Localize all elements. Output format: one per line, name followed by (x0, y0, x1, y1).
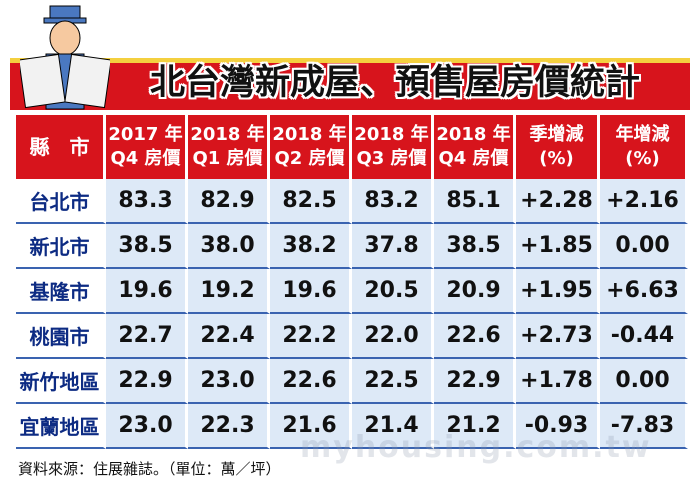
table-row: 基隆市 19.6 19.2 19.6 20.5 20.9 +1.95 +6.63 (16, 269, 688, 314)
value-cell: +2.28 (516, 179, 600, 224)
value-cell: 82.5 (270, 179, 352, 224)
region-cell: 新北市 (16, 224, 106, 269)
header-text: Q4 房價 (110, 148, 181, 169)
header-cell: 2018 年 Q2 房價 (270, 115, 352, 179)
value-cell: 23.0 (188, 359, 270, 404)
value-cell: +1.95 (516, 269, 600, 314)
value-cell: +2.16 (600, 179, 688, 224)
value-cell: 20.9 (434, 269, 516, 314)
value-cell: 21.6 (270, 404, 352, 449)
header-text: 2017 年 (108, 124, 183, 145)
region-cell: 宜蘭地區 (16, 404, 106, 449)
title: 北台灣新成屋、預售屋房價統計 (149, 63, 640, 103)
table-row: 宜蘭地區 23.0 22.3 21.6 21.4 21.2 -0.93 -7.83 (16, 404, 688, 449)
header-text: 2018 年 (354, 124, 429, 145)
value-cell: 20.5 (352, 269, 434, 314)
value-cell: 23.0 (106, 404, 188, 449)
value-cell: +2.73 (516, 314, 600, 359)
source-note: 資料來源：住展雜誌。（單位：萬／坪） (18, 460, 281, 478)
value-cell: 22.5 (352, 359, 434, 404)
value-cell: -0.93 (516, 404, 600, 449)
header-text: 2018 年 (272, 124, 347, 145)
value-cell: 22.6 (270, 359, 352, 404)
header-text: (%) (539, 148, 574, 169)
value-cell: 22.7 (106, 314, 188, 359)
region-cell: 基隆市 (16, 269, 106, 314)
value-cell: 37.8 (352, 224, 434, 269)
header-cell: 2018 年 Q1 房價 (188, 115, 270, 179)
value-cell: +1.85 (516, 224, 600, 269)
value-cell: -0.44 (600, 314, 688, 359)
value-cell: 38.5 (106, 224, 188, 269)
value-cell: 38.2 (270, 224, 352, 269)
price-table: 縣 市 2017 年 Q4 房價 2018 年 Q1 房價 2018 年 Q2 房價 2018… (16, 115, 688, 449)
value-cell: 22.6 (434, 314, 516, 359)
header-text: Q3 房價 (356, 148, 427, 169)
header-text: Q1 房價 (192, 148, 263, 169)
header-text: 2018 年 (436, 124, 511, 145)
value-cell: 85.1 (434, 179, 516, 224)
value-cell: 22.9 (106, 359, 188, 404)
header-row: 縣 市 2017 年 Q4 房價 2018 年 Q1 房價 2018 年 Q2 房價 2018… (16, 115, 688, 179)
cartoon-man (20, 5, 110, 110)
value-cell: 21.4 (352, 404, 434, 449)
table-row: 新竹地區 22.9 23.0 22.6 22.5 22.9 +1.78 0.00 (16, 359, 688, 404)
header-text: Q2 房價 (274, 148, 345, 169)
value-cell: 83.2 (352, 179, 434, 224)
table-row: 台北市 83.3 82.9 82.5 83.2 85.1 +2.28 +2.16 (16, 179, 688, 224)
value-cell: 83.3 (106, 179, 188, 224)
value-cell: 19.6 (270, 269, 352, 314)
value-cell: 21.2 (434, 404, 516, 449)
value-cell: 22.2 (270, 314, 352, 359)
watermark: myhousing.com.tw (300, 430, 652, 465)
header-cell: 2018 年 Q3 房價 (352, 115, 434, 179)
value-cell: 0.00 (600, 359, 688, 404)
value-cell: 22.4 (188, 314, 270, 359)
value-cell: +6.63 (600, 269, 688, 314)
header-text: 2018 年 (190, 124, 265, 145)
value-cell: 22.9 (434, 359, 516, 404)
region-cell: 桃園市 (16, 314, 106, 359)
header-cell: 2017 年 Q4 房價 (106, 115, 188, 179)
header-text: (%) (625, 148, 660, 169)
header-text: 年增減 (615, 124, 670, 145)
value-cell: 19.2 (188, 269, 270, 314)
value-cell: 19.6 (106, 269, 188, 314)
value-cell: +1.78 (516, 359, 600, 404)
header-text: Q4 房價 (438, 148, 509, 169)
header-cell: 縣 市 (16, 115, 106, 179)
header-text: 縣 市 (29, 135, 90, 159)
title-banner (10, 58, 690, 110)
table-row: 桃園市 22.7 22.4 22.2 22.0 22.6 +2.73 -0.44 (16, 314, 688, 359)
header-cell: 年增減 (%) (600, 115, 688, 179)
table-row: 新北市 38.5 38.0 38.2 37.8 38.5 +1.85 0.00 (16, 224, 688, 269)
value-cell: 38.5 (434, 224, 516, 269)
value-cell: 0.00 (600, 224, 688, 269)
header-text: 季增減 (529, 124, 584, 145)
region-cell: 台北市 (16, 179, 106, 224)
value-cell: 22.3 (188, 404, 270, 449)
value-cell: -7.83 (600, 404, 688, 449)
header-cell: 2018 年 Q4 房價 (434, 115, 516, 179)
header-cell: 季增減 (%) (516, 115, 600, 179)
value-cell: 38.0 (188, 224, 270, 269)
region-cell: 新竹地區 (16, 359, 106, 404)
value-cell: 22.0 (352, 314, 434, 359)
value-cell: 82.9 (188, 179, 270, 224)
